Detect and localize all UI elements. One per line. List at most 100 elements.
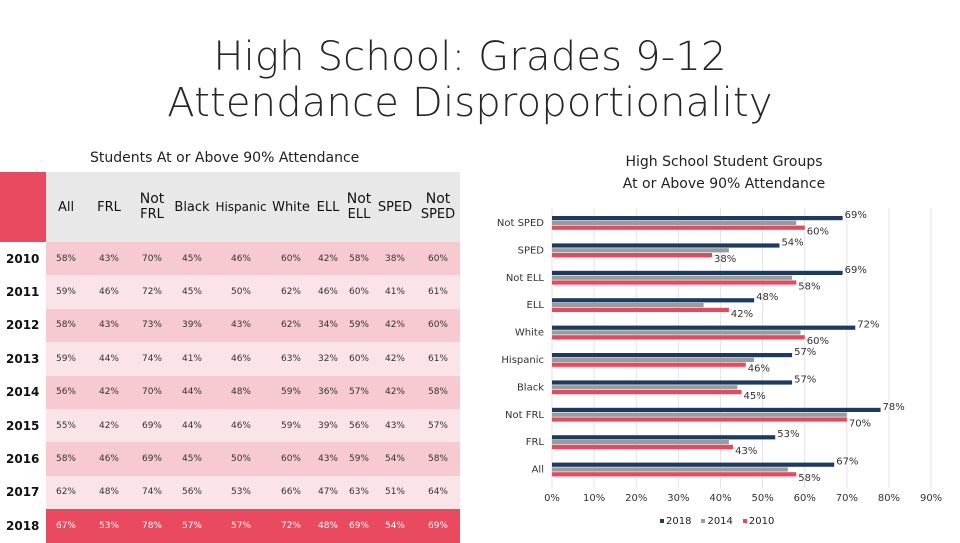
table-cell: 70% (132, 242, 172, 276)
category-label: All (532, 465, 544, 476)
bar (552, 216, 843, 221)
column-header-white: White (270, 172, 312, 242)
bar (552, 407, 881, 412)
data-label: 38% (714, 254, 736, 265)
data-label: 42% (731, 309, 753, 320)
column-header-hispanic: Hispanic (212, 172, 270, 242)
bar (552, 220, 797, 225)
table-corner (0, 172, 46, 242)
table-cell: 50% (212, 442, 270, 476)
table-cell: 72% (132, 275, 172, 309)
chart-legend: 2018 2014 2010 (660, 516, 784, 527)
table-cell: 53% (212, 475, 270, 510)
table-cell: 42% (86, 408, 132, 443)
chart-title-line-1: High School Student Groups (625, 154, 823, 170)
table-cell: 78% (132, 509, 172, 543)
legend-swatch (742, 519, 747, 523)
table-cell: 54% (374, 442, 416, 476)
table-row: 2011 59% 46% 72% 45% 50% 62% 46% 60% 41% 61% (0, 275, 460, 309)
data-label: 43% (735, 446, 757, 457)
bar (552, 243, 780, 248)
data-label: 46% (748, 364, 770, 375)
category-label: ELL (527, 300, 545, 311)
table-cell: 63% (270, 342, 312, 376)
table-cell: 39% (312, 408, 344, 443)
table-cell: 42% (374, 375, 416, 409)
table-cell: 43% (374, 408, 416, 443)
table-cell: 60% (416, 308, 460, 343)
row-year: 2018 (0, 509, 46, 543)
category-label: Black (517, 382, 544, 393)
category-label: White (515, 328, 544, 339)
table-cell: 42% (86, 375, 132, 409)
column-header-all: All (46, 172, 86, 242)
table-header-row: All FRL Not FRL Black Hispanic White ELL Not ELL S… (0, 172, 460, 242)
data-label: 57% (794, 347, 816, 358)
table-cell: 59% (270, 375, 312, 409)
category-label: Not ELL (506, 273, 545, 284)
bar (552, 307, 729, 312)
table-cell: 46% (212, 242, 270, 276)
table-cell: 66% (270, 475, 312, 510)
bar (552, 444, 734, 449)
row-year: 2010 (0, 242, 46, 276)
table-cell: 34% (312, 308, 344, 343)
table-cell: 58% (416, 442, 460, 476)
table-cell: 48% (212, 375, 270, 409)
table-cell: 43% (86, 308, 132, 343)
table-cell: 57% (416, 408, 460, 443)
table-cell: 32% (312, 342, 344, 376)
row-year: 2012 (0, 308, 46, 343)
column-header-frl: FRL (86, 172, 132, 242)
table-row: 2010 58% 43% 70% 45% 46% 60% 42% 58% 38% 60% (0, 242, 460, 276)
table-cell: 60% (270, 242, 312, 276)
bar (552, 298, 755, 303)
table-cell: 70% (132, 375, 172, 409)
x-tick-label: 30% (667, 493, 689, 504)
legend-swatch (660, 519, 664, 523)
legend-label: 2014 (707, 516, 733, 527)
data-label: 54% (781, 237, 803, 248)
legend-item: 2014 (701, 516, 733, 527)
bar (552, 412, 847, 417)
x-tick-label: 90% (920, 493, 942, 504)
table-cell: 56% (172, 475, 212, 510)
x-tick-label: 20% (625, 493, 647, 504)
data-label: 70% (849, 418, 871, 429)
table-cell: 46% (86, 275, 132, 309)
table-cell: 44% (172, 408, 212, 443)
x-tick-label: 10% (583, 493, 605, 504)
bar (552, 390, 742, 395)
table-cell: 59% (270, 408, 312, 443)
table-cell: 63% (344, 475, 374, 510)
category-label: Hispanic (501, 355, 544, 366)
table-cell: 42% (312, 242, 344, 276)
bar (552, 380, 793, 385)
table-cell: 43% (86, 242, 132, 276)
table-cell: 45% (172, 242, 212, 276)
page-title-line-1: High School: Grades 9-12 (213, 34, 727, 80)
chart-title: High School Student Groups At or Above 9… (600, 151, 848, 195)
column-header-not-sped: Not SPED (416, 172, 460, 242)
row-year: 2015 (0, 408, 46, 443)
page-title: High School: Grades 9-12 Attendance Disp… (0, 34, 940, 126)
table-row: 2012 58% 43% 73% 39% 43% 62% 34% 59% 42% 60% (0, 308, 460, 343)
table-cell: 58% (46, 308, 86, 343)
table-cell: 59% (344, 308, 374, 343)
table-cell: 46% (212, 408, 270, 443)
bar (552, 325, 856, 330)
table-cell: 56% (46, 375, 86, 409)
column-header-not-ell: Not ELL (344, 172, 374, 242)
table-cell: 56% (344, 408, 374, 443)
bar (552, 467, 788, 472)
bar (552, 385, 738, 390)
bar (552, 417, 847, 422)
table-cell: 41% (172, 342, 212, 376)
row-year: 2017 (0, 475, 46, 510)
data-label: 67% (836, 457, 858, 468)
table-cell: 74% (132, 342, 172, 376)
table-cell: 59% (344, 442, 374, 476)
table-cell: 64% (416, 475, 460, 510)
table-cell: 58% (46, 442, 86, 476)
table-cell: 53% (86, 509, 132, 543)
